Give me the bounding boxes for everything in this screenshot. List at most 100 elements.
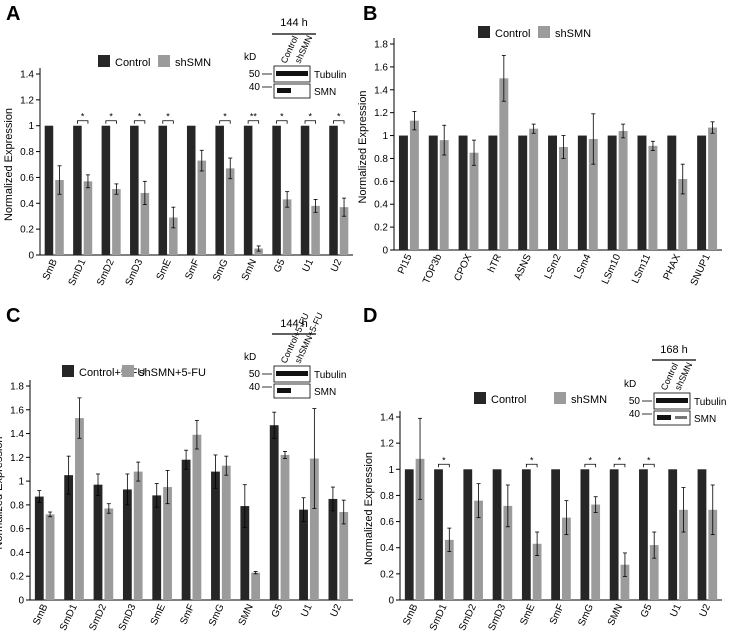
bar-series-2 xyxy=(140,192,150,255)
bar-series-2 xyxy=(192,434,202,600)
legend-swatch xyxy=(538,26,550,38)
x-tick-label: G5 xyxy=(270,602,286,619)
bar-series-1 xyxy=(181,459,191,600)
x-tick-label: SNUP1 xyxy=(689,252,713,287)
significance-bracket xyxy=(438,463,450,468)
blot-unit-label: kD xyxy=(244,52,256,63)
y-tick-label: 0.8 xyxy=(20,147,34,158)
bar-series-1 xyxy=(577,135,587,250)
significance-label: * xyxy=(618,455,622,465)
bar-series-1 xyxy=(272,125,281,255)
x-tick-label: ASNS xyxy=(512,252,534,282)
y-tick-label: 0 xyxy=(382,246,388,257)
bar-series-1 xyxy=(404,469,414,600)
legend-label: shSMN xyxy=(571,394,607,406)
bar-series-2 xyxy=(280,454,290,600)
x-tick-label: SmG xyxy=(211,257,231,282)
x-tick-label: SmB xyxy=(41,257,60,282)
x-tick-label: SmD3 xyxy=(486,602,508,632)
x-tick-label: SmD1 xyxy=(67,257,89,287)
significance-label: * xyxy=(109,112,113,122)
bar-series-1 xyxy=(73,125,82,255)
bar-series-2 xyxy=(591,504,601,600)
blot-timepoint: 144 h xyxy=(280,17,308,29)
blot-band-label: Tubulin xyxy=(314,70,346,81)
significance-label: * xyxy=(309,112,313,122)
bar-series-2 xyxy=(169,217,178,255)
y-tick-label: 1 xyxy=(28,121,34,132)
significance-label: * xyxy=(589,455,593,465)
x-tick-label: SMN xyxy=(606,603,625,628)
bar-series-2 xyxy=(225,168,235,255)
bar-series-2 xyxy=(409,120,419,250)
bar-series-1 xyxy=(697,135,707,250)
y-tick-label: 0.4 xyxy=(374,200,388,211)
bar-series-2 xyxy=(618,130,628,250)
bar-series-2 xyxy=(678,179,688,250)
bar-series-1 xyxy=(609,469,619,600)
bar-series-2 xyxy=(532,543,542,600)
x-tick-label: SmE xyxy=(149,602,168,627)
bar-series-1 xyxy=(34,496,44,600)
blot-band-label: SMN xyxy=(314,87,336,98)
legend-swatch xyxy=(122,365,134,377)
bar-series-2 xyxy=(559,147,568,250)
blot-band-label: Tubulin xyxy=(314,370,346,381)
x-tick-label: SMN xyxy=(237,603,256,628)
blot-band-tubulin xyxy=(276,371,308,376)
x-tick-label: U1 xyxy=(668,602,684,619)
bar-series-2 xyxy=(679,509,688,600)
bar-series-2 xyxy=(415,458,425,600)
legend-label: Control xyxy=(495,28,530,40)
x-tick-label: hTR xyxy=(486,253,504,275)
y-tick-label: 1.4 xyxy=(374,85,388,96)
y-tick-label: 0.4 xyxy=(10,548,24,559)
bar-series-2 xyxy=(251,572,261,600)
legend-label: Control+5-FU xyxy=(79,367,145,379)
y-tick-label: 1.8 xyxy=(374,40,388,51)
significance-label: * xyxy=(647,455,651,465)
bar-series-1 xyxy=(521,469,531,600)
bar-series-2 xyxy=(112,189,121,255)
y-tick-label: 1.8 xyxy=(10,382,24,393)
blot-band-tubulin xyxy=(656,398,688,403)
bar-series-2 xyxy=(221,465,231,600)
bar-series-2 xyxy=(648,145,658,250)
blot-marker: 50 xyxy=(249,369,261,380)
bar-series-1 xyxy=(186,125,196,255)
bar-series-1 xyxy=(211,471,220,600)
y-axis-label: Normalized Expression xyxy=(0,436,5,549)
bar-series-1 xyxy=(428,135,438,250)
x-tick-label: SmD2 xyxy=(457,602,479,632)
y-tick-label: 1 xyxy=(382,131,388,142)
x-tick-label: TOP3b xyxy=(421,252,444,286)
x-tick-label: U1 xyxy=(301,257,317,274)
blot-marker: 40 xyxy=(249,382,261,393)
x-tick-label: G5 xyxy=(272,257,288,274)
x-tick-label: U2 xyxy=(329,602,345,619)
bar-series-1 xyxy=(434,469,443,600)
bar-series-2 xyxy=(197,160,207,255)
legend-swatch xyxy=(158,55,170,67)
x-tick-label: SmD2 xyxy=(95,257,117,287)
legend-swatch xyxy=(98,55,110,67)
y-tick-label: 0.6 xyxy=(10,524,24,535)
significance-label: * xyxy=(223,112,227,122)
x-tick-label: SmD1 xyxy=(58,602,80,632)
significance-bracket xyxy=(219,120,231,124)
bar-series-1 xyxy=(243,125,253,255)
bar-series-2 xyxy=(339,207,349,255)
x-tick-label: SmG xyxy=(207,602,227,627)
bar-series-1 xyxy=(215,125,224,255)
y-tick-label: 1.4 xyxy=(20,70,34,81)
significance-bracket xyxy=(613,463,626,468)
x-tick-label: LSm11 xyxy=(630,252,653,285)
blot-timepoint: 168 h xyxy=(660,344,688,356)
bar-series-1 xyxy=(551,469,560,600)
blot-marker: 40 xyxy=(629,409,641,420)
legend-label: shSMN xyxy=(175,57,211,69)
blot-timepoint: 144 h xyxy=(280,318,308,330)
panel-letter-d: D xyxy=(363,305,377,327)
panel-d: 0 0.2 0.4 0.6 0.8 1 1.2 1.4 Normalized Expressio… xyxy=(363,344,726,632)
bar-series-1 xyxy=(488,135,498,250)
